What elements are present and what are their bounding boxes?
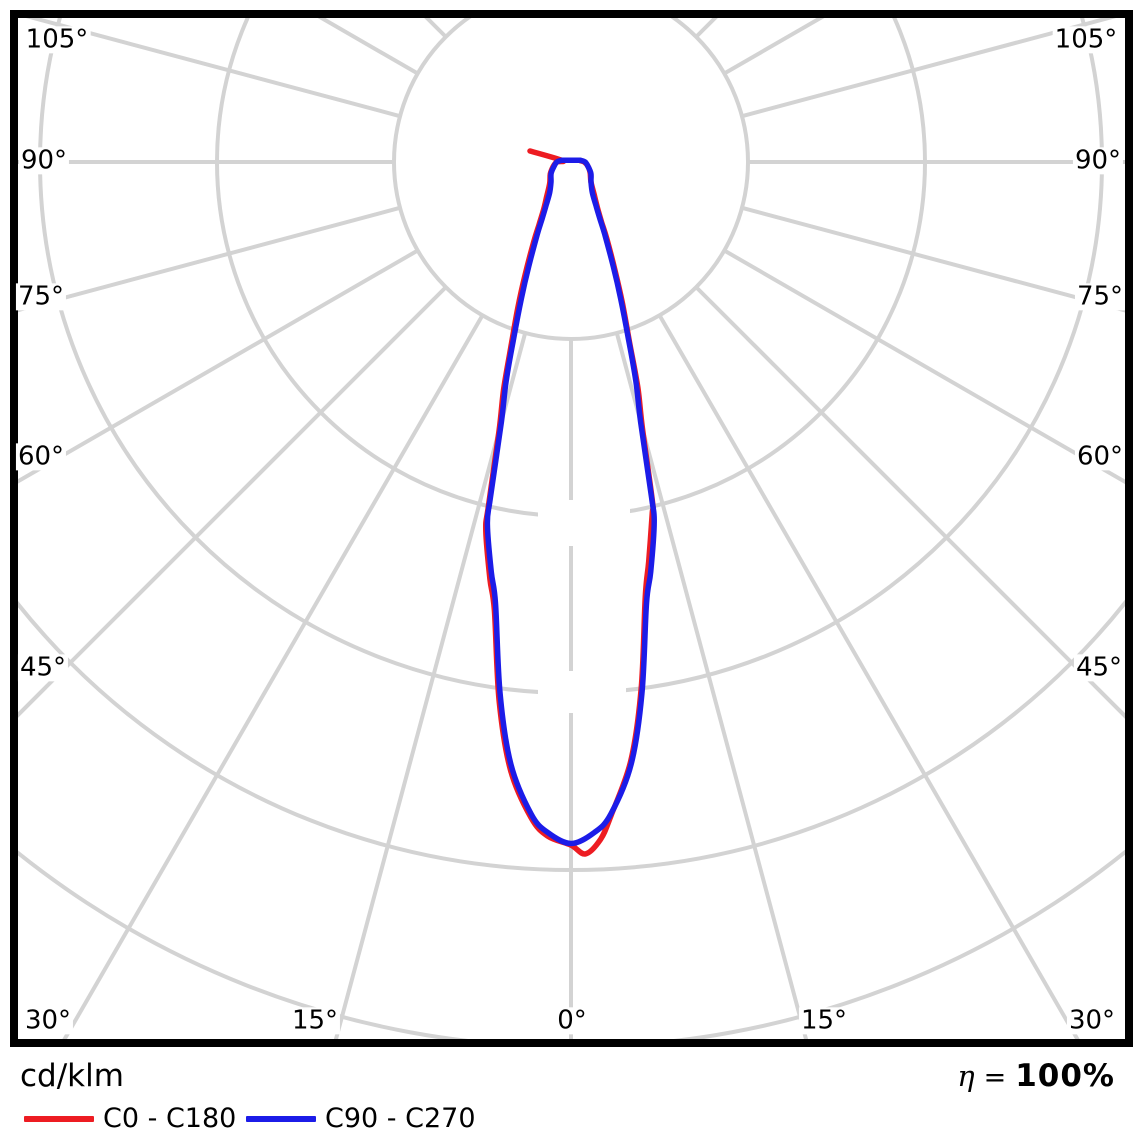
grid-ray — [695, 18, 718, 38]
grid-ray — [724, 249, 1125, 485]
eta-symbol: η — [957, 1059, 975, 1093]
grid-ray — [25, 18, 400, 118]
radial-unit-label: cd/klm — [20, 1058, 124, 1094]
plot-border — [10, 10, 1133, 1047]
legend-swatch-blue-line — [246, 1115, 316, 1122]
grid-ray — [615, 333, 809, 1039]
grid-ray — [695, 286, 1125, 719]
grid-ray — [742, 18, 1117, 118]
eta-value: 100% — [1015, 1058, 1115, 1094]
blanked-label-box — [538, 500, 630, 546]
grid-ray — [424, 18, 447, 38]
grid-ray — [333, 333, 527, 1039]
blanked-ring-labels — [538, 500, 630, 713]
grid-ring — [392, 18, 750, 341]
curve-c90-c270 — [484, 157, 657, 847]
legend-label: C0 - C180 — [103, 1103, 237, 1134]
legend-item-c90-c270: C90 - C270 — [246, 1103, 476, 1134]
grid-ray — [658, 315, 1080, 1039]
intensity-curves — [482, 148, 657, 857]
grid-ray — [18, 286, 447, 718]
blanked-label-box — [538, 671, 626, 713]
grid-ray — [18, 249, 418, 484]
grid-ray — [62, 315, 484, 1039]
grid-ray — [742, 206, 1125, 313]
legend-swatch-red-line — [24, 1115, 94, 1122]
legend-item-c0-c180: C0 - C180 — [24, 1103, 236, 1134]
eta-equals-sign: = — [983, 1062, 1007, 1093]
legend-label: C90 - C270 — [325, 1103, 476, 1134]
grid-ray — [18, 206, 400, 313]
efficiency-readout: η = 100% — [957, 1058, 1115, 1094]
